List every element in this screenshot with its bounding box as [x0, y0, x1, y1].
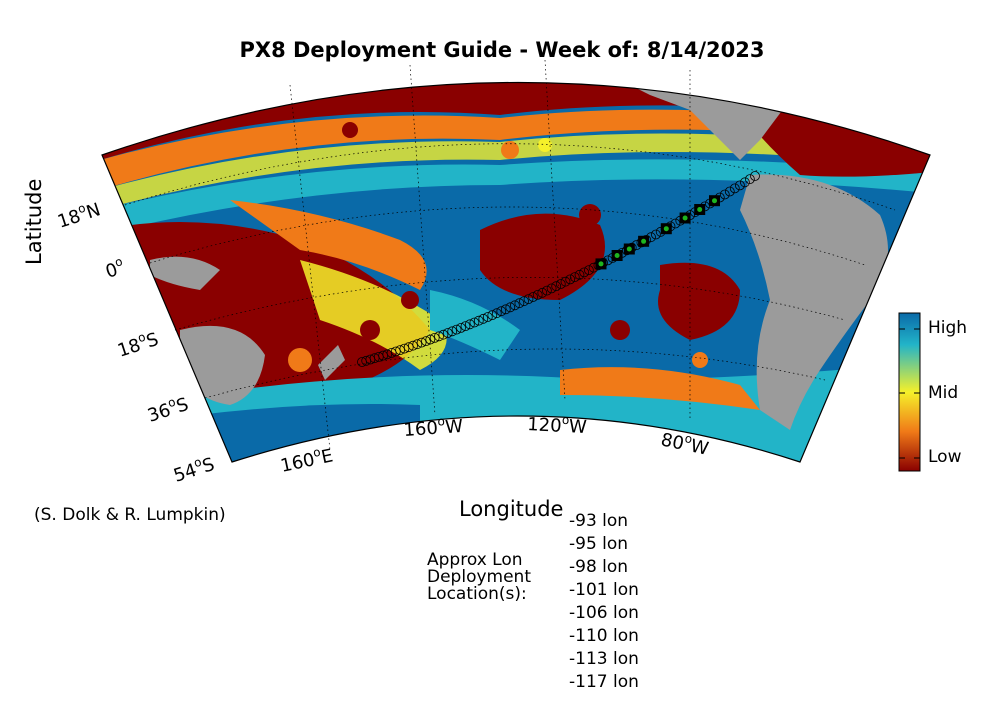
deployment-location: -98 lon [569, 557, 629, 577]
track-point [555, 279, 566, 289]
lon-tick-160e: 160oE [278, 442, 335, 477]
track-point [523, 294, 534, 305]
deployment-label-line: Deployment [427, 567, 531, 587]
deployment-marker-dot [641, 238, 647, 244]
track-point [434, 331, 444, 342]
track-point [451, 324, 462, 335]
track-point [460, 321, 471, 332]
deployment-locations: -93 lon -95 lon -98 lon -101 lon -106 lo… [569, 510, 639, 694]
track-point [510, 300, 520, 311]
lat-tick-0: 0o [102, 254, 127, 283]
credit-text: (S. Dolk & R. Lumpkin) [34, 505, 226, 525]
graticule [124, 59, 896, 451]
track-point [740, 177, 750, 188]
deployment-label: Approx Lon Deployment Location(s): [427, 552, 531, 603]
track-point [579, 267, 590, 278]
track-point [724, 186, 735, 197]
deployment-location: -117 lon [569, 672, 639, 692]
track-point [421, 336, 431, 347]
map-frame [101, 81, 931, 463]
track-point [456, 322, 466, 333]
deployment-marker-dot [682, 215, 688, 221]
deployment-marker-dot [598, 261, 604, 267]
track-point [438, 329, 449, 340]
track-point [719, 189, 730, 200]
deployment-location: -101 lon [569, 580, 639, 600]
track-point [551, 281, 562, 292]
track-point [729, 183, 740, 194]
track-point [750, 171, 760, 181]
deployment-location: -95 lon [569, 534, 629, 554]
deployment-location: -110 lon [569, 626, 639, 646]
track-point [395, 345, 406, 356]
deployment-location: -113 lon [569, 649, 639, 669]
colorbar-high-label: High [928, 318, 968, 338]
track-point [542, 285, 552, 296]
track-point [532, 289, 543, 300]
lat-tick-18s: 18oS [114, 326, 161, 362]
deployment-location: -93 lon [569, 511, 629, 531]
track-point [442, 328, 453, 338]
track-point [412, 339, 423, 350]
map-title: PX8 Deployment Guide - Week of: 8/14/202… [239, 38, 765, 62]
deployment-marker-dot [663, 226, 669, 232]
track-point [447, 326, 458, 337]
track-point [416, 337, 427, 348]
deployment-marker-dot [697, 207, 703, 212]
track-point [408, 340, 418, 351]
y-axis-label: Latitude [22, 178, 46, 265]
track-point [390, 346, 401, 357]
lat-tick-18n: 18oN [54, 196, 103, 232]
track-point [482, 312, 493, 322]
track-point [537, 287, 548, 298]
deployment-marker-dot [626, 246, 632, 252]
track-point [491, 308, 502, 319]
track-point [505, 302, 516, 313]
track-point [735, 180, 745, 191]
lon-tick-120w: 120oW [527, 411, 588, 438]
track-point [399, 343, 410, 354]
track-point [469, 317, 480, 328]
track-point [429, 332, 440, 343]
track-point [514, 298, 525, 309]
track-point [487, 310, 498, 321]
track-point [569, 272, 580, 283]
deployment-location: -106 lon [569, 603, 639, 623]
track-point [560, 276, 571, 287]
track-point [500, 304, 511, 315]
track-point [403, 342, 414, 353]
track-point [584, 265, 594, 276]
track-point [496, 306, 507, 317]
track-point [546, 283, 557, 294]
colorbar-low-label: Low [928, 447, 962, 467]
colorbar [898, 312, 921, 472]
lon-tick-160w: 160oW [403, 413, 464, 441]
track-point [425, 334, 436, 345]
deployment-label-line: Location(s): [427, 584, 527, 604]
track-point [574, 269, 585, 280]
track-point [473, 315, 484, 326]
track-point [519, 296, 529, 307]
deployment-label-line: Approx Lon [427, 550, 523, 570]
deployment-marker-dot [712, 198, 717, 204]
lat-tick-36s: 36oS [144, 391, 191, 427]
track-point [651, 229, 661, 240]
ship-track [357, 171, 760, 367]
colorbar-mid-label: Mid [928, 383, 959, 403]
lon-tick-80w: 80oW [659, 426, 711, 460]
track-point [464, 319, 475, 330]
track-point [745, 174, 755, 185]
track-point [565, 274, 576, 285]
x-axis-label: Longitude [459, 497, 564, 521]
track-point [478, 313, 489, 324]
deployment-marker-dot [614, 253, 620, 258]
lat-tick-54s: 54oS [170, 451, 217, 487]
track-point [528, 292, 538, 302]
